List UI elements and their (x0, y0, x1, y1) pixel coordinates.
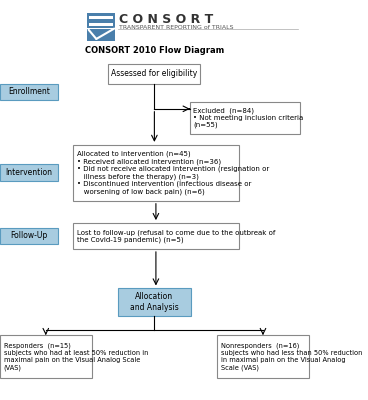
FancyBboxPatch shape (217, 335, 309, 378)
Bar (89, 22, 113, 26)
FancyBboxPatch shape (0, 84, 58, 100)
Text: Assessed for eligibility: Assessed for eligibility (111, 70, 198, 78)
Text: Responders  (n=15)
subjects who had at least 50% reduction in
maximal pain on th: Responders (n=15) subjects who had at le… (4, 343, 148, 371)
Text: C O N S O R T: C O N S O R T (119, 14, 213, 26)
Text: Excluded  (n=84)
• Not meeting inclusion criteria
(n=55): Excluded (n=84) • Not meeting inclusion … (193, 108, 304, 128)
FancyBboxPatch shape (0, 164, 58, 181)
Text: Allocated to intervention (n=45)
• Received allocated intervention (n=36)
• Did : Allocated to intervention (n=45) • Recei… (77, 151, 269, 195)
Bar (87, 28, 114, 41)
FancyBboxPatch shape (0, 228, 58, 244)
FancyBboxPatch shape (73, 145, 238, 201)
FancyBboxPatch shape (73, 223, 238, 249)
FancyBboxPatch shape (109, 64, 200, 84)
FancyBboxPatch shape (118, 288, 191, 316)
FancyBboxPatch shape (0, 335, 92, 378)
Text: Enrollment: Enrollment (8, 88, 50, 96)
Bar (87, 13, 114, 28)
Bar (89, 16, 113, 19)
Text: Lost to follow-up (refusal to come due to the outbreak of
the Covid-19 pandemic): Lost to follow-up (refusal to come due t… (77, 229, 275, 243)
Text: CONSORT 2010 Flow Diagram: CONSORT 2010 Flow Diagram (85, 46, 224, 55)
FancyBboxPatch shape (190, 102, 300, 134)
Text: Intervention: Intervention (6, 168, 53, 177)
Text: Nonresponders  (n=16)
subjects who had less than 50% reduction
in maximal pain o: Nonresponders (n=16) subjects who had le… (221, 343, 362, 371)
Text: Allocation
and Analysis: Allocation and Analysis (130, 292, 179, 312)
Text: Follow-Up: Follow-Up (10, 232, 47, 240)
Text: TRANSPARENT REPORTING of TRIALS: TRANSPARENT REPORTING of TRIALS (119, 25, 234, 30)
